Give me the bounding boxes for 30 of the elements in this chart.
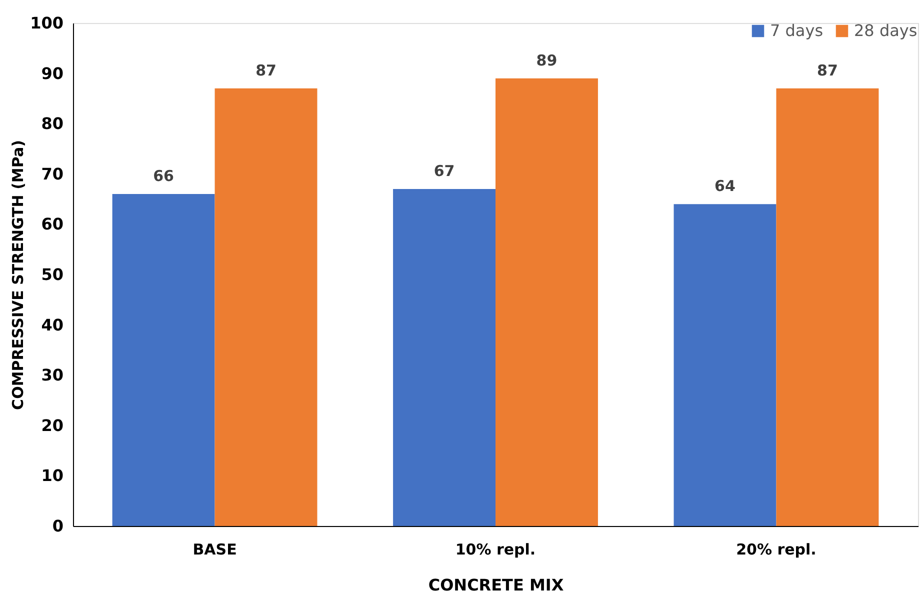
legend-label: 28 days: [854, 21, 918, 40]
bar: [674, 204, 776, 526]
y-tick-label: 90: [41, 64, 64, 83]
data-label: 87: [256, 61, 276, 80]
x-tick-label: 20% repl.: [736, 540, 816, 558]
y-tick-label: 50: [41, 265, 64, 284]
y-tick-label: 40: [41, 315, 64, 334]
bar: [214, 88, 318, 526]
y-tick-label: 0: [52, 516, 64, 536]
bar: [393, 188, 496, 526]
y-tick-label: 20: [41, 416, 64, 435]
data-label: 89: [536, 51, 558, 70]
y-axis-title: COMPRESSIVE STRENGTH (MPa): [9, 140, 28, 410]
data-label: 87: [817, 61, 838, 80]
y-tick-label: 30: [41, 366, 64, 385]
y-tick-label: 70: [41, 164, 64, 184]
y-tick-label: 60: [41, 214, 64, 234]
x-tick-label: 10% repl.: [455, 540, 536, 558]
y-tick-label: 80: [41, 114, 64, 134]
bar: [112, 194, 215, 526]
data-label: 66: [153, 167, 174, 186]
legend-label: 7 days: [770, 21, 824, 40]
bar: [496, 78, 598, 526]
bar: [776, 88, 879, 526]
data-label: 64: [714, 177, 736, 196]
x-axis-title: CONCRETE MIX: [428, 576, 564, 594]
data-label: 67: [434, 162, 455, 180]
y-tick-label: 100: [30, 14, 64, 32]
x-tick-label: BASE: [192, 540, 237, 558]
y-tick-label: 10: [41, 466, 64, 486]
